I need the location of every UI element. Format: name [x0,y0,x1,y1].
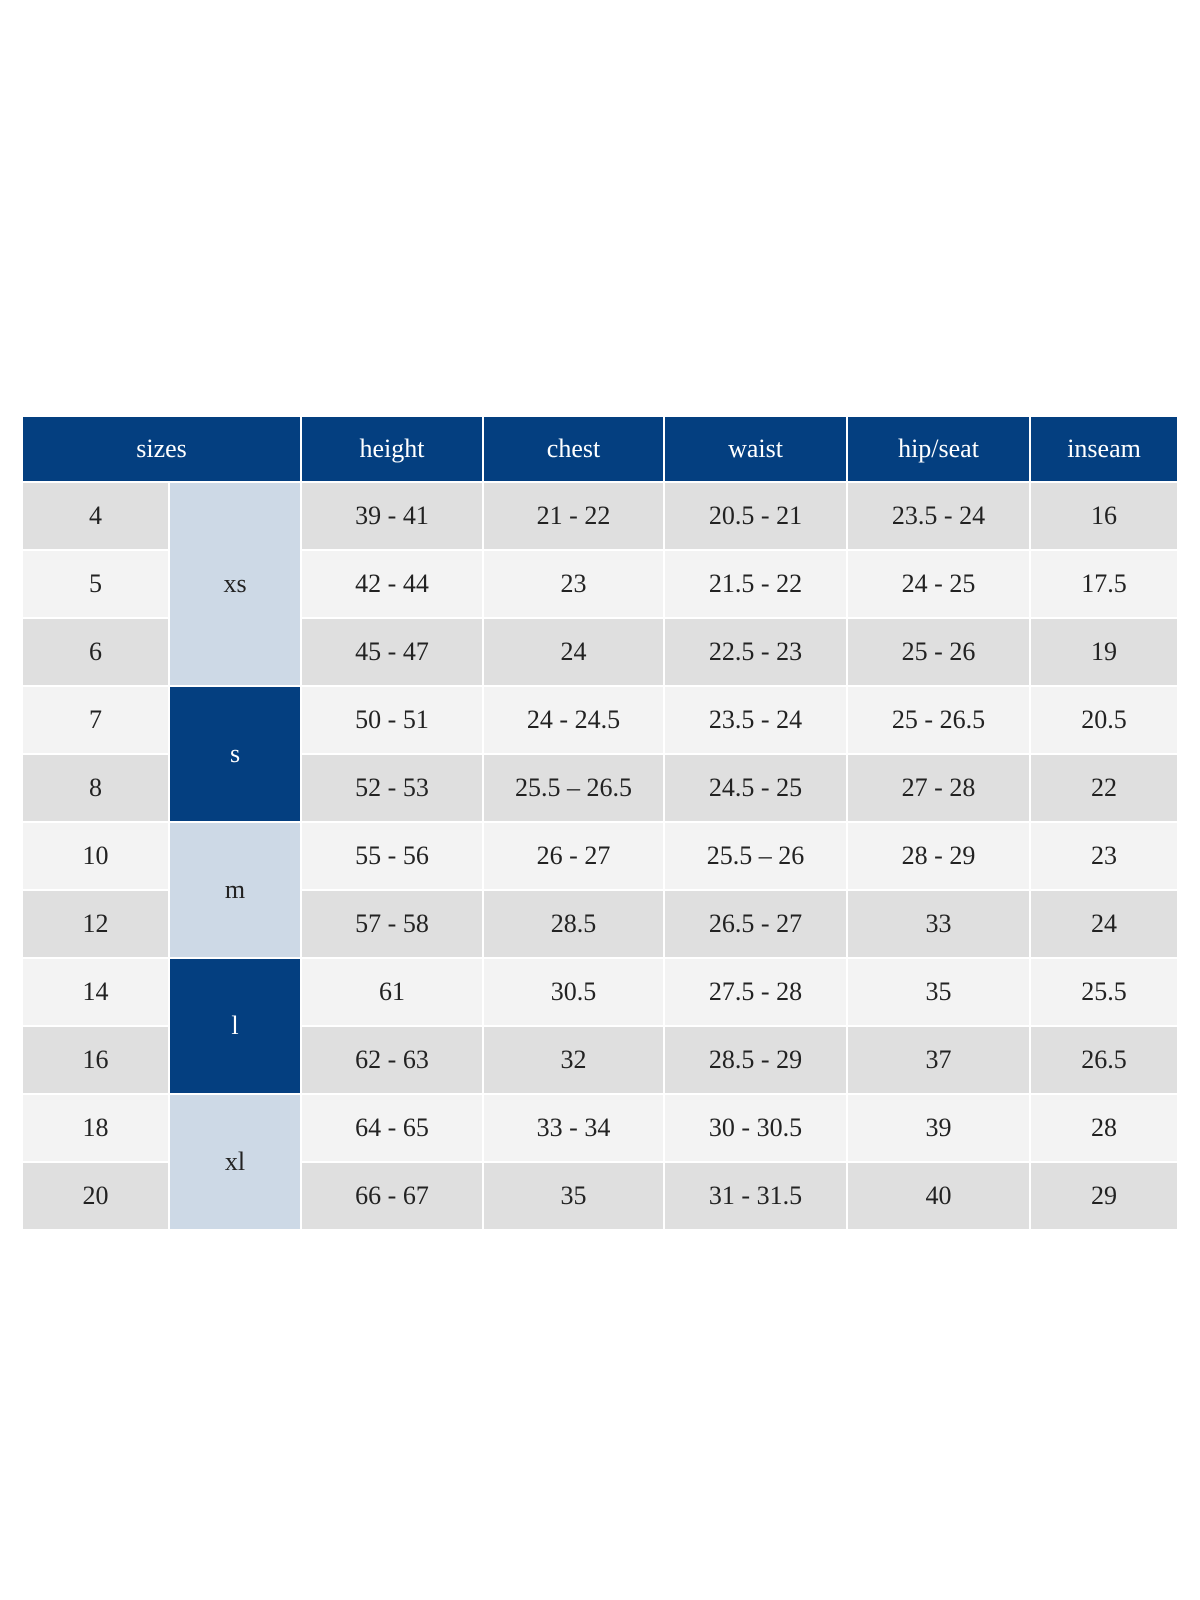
header-cell: waist [665,417,849,483]
measure-cell: 22.5 - 23 [665,619,849,687]
measure-cell: 35 [484,1163,666,1231]
header-row: sizes height chest waist hip/seat inseam [23,417,1178,483]
size-cell: 8 [23,755,170,823]
measure-cell: 66 - 67 [302,1163,485,1231]
size-row: 14 l 61 30.5 27.5 - 28 35 25.5 [23,959,1178,1095]
measure-cell: 27.5 - 28 [665,959,849,1027]
measure-cell: 37 [848,1027,1032,1095]
measure-cell: 64 - 65 [302,1095,485,1163]
measure-cell: 61 [302,959,485,1027]
measure-cell: 25.5 – 26.5 [484,755,666,823]
size-row: 12 57 - 58 28.5 26.5 - 27 33 24 [23,891,1178,959]
measure-cell: 50 - 51 [302,687,485,755]
size-row: 18 xl 64 - 65 33 - 34 30 - 30.5 39 28 [23,1095,1178,1231]
measure-cell: 23 [484,551,666,619]
measure-cell: 45 - 47 [302,619,485,687]
measure-cell: 21 - 22 [484,483,666,551]
measure-cell: 33 - 34 [484,1095,666,1163]
size-cell: 14 [23,959,170,1027]
measure-cell: 30 - 30.5 [665,1095,849,1163]
measure-cell: 31 - 31.5 [665,1163,849,1231]
measure-cell: 27 - 28 [848,755,1032,823]
size-row: 6 45 - 47 24 22.5 - 23 25 - 26 19 [23,619,1178,687]
header-cell: inseam [1031,417,1178,483]
measure-cell: 42 - 44 [302,551,485,619]
measure-cell: 23.5 - 24 [665,687,849,755]
header-cell: height [302,417,485,483]
measure-cell: 25.5 [1031,959,1178,1027]
measure-cell: 25.5 – 26 [665,823,849,891]
size-cell: 12 [23,891,170,959]
measure-cell: 24 [484,619,666,687]
size-row: 7 s 50 - 51 24 - 24.5 23.5 - 24 25 - 26.5 20.5 [23,687,1178,823]
measure-cell: 16 [1031,483,1178,551]
measure-cell: 26.5 - 27 [665,891,849,959]
group-cell: l [170,959,303,1095]
measure-cell: 25 - 26 [848,619,1032,687]
measure-cell: 24.5 - 25 [665,755,849,823]
measure-cell: 35 [848,959,1032,1027]
size-row: 10 m 55 - 56 26 - 27 25.5 – 26 28 - 29 23 [23,823,1178,959]
measure-cell: 24 - 25 [848,551,1032,619]
size-row: 5 42 - 44 23 21.5 - 22 24 - 25 17.5 [23,551,1178,619]
group-cell: xs [170,483,303,687]
size-chart-table: sizes height chest waist hip/seat inseam 4 xs 3… [23,417,1178,1231]
header-cell: chest [484,417,666,483]
size-cell: 16 [23,1027,170,1095]
header-cell: hip/seat [848,417,1032,483]
size-cell: 18 [23,1095,170,1163]
measure-cell: 23.5 - 24 [848,483,1032,551]
size-cell: 6 [23,619,170,687]
measure-cell: 52 - 53 [302,755,485,823]
measure-cell: 28 [1031,1095,1178,1163]
measure-cell: 28.5 [484,891,666,959]
measure-cell: 28 - 29 [848,823,1032,891]
measure-cell: 29 [1031,1163,1178,1231]
measure-cell: 22 [1031,755,1178,823]
group-cell: m [170,823,303,959]
measure-cell: 24 [1031,891,1178,959]
measure-cell: 26 - 27 [484,823,666,891]
header-cell: sizes [23,417,303,483]
measure-cell: 25 - 26.5 [848,687,1032,755]
size-row: 20 66 - 67 35 31 - 31.5 40 29 [23,1163,1178,1231]
measure-cell: 32 [484,1027,666,1095]
size-row: 8 52 - 53 25.5 – 26.5 24.5 - 25 27 - 28 22 [23,755,1178,823]
size-cell: 4 [23,483,170,551]
measure-cell: 19 [1031,619,1178,687]
size-row: 4 xs 39 - 41 21 - 22 20.5 - 21 23.5 - 24 16 [23,483,1178,687]
size-cell: 5 [23,551,170,619]
measure-cell: 20.5 [1031,687,1178,755]
size-cell: 20 [23,1163,170,1231]
size-cell: 7 [23,687,170,755]
group-cell: xl [170,1095,303,1231]
size-row: 16 62 - 63 32 28.5 - 29 37 26.5 [23,1027,1178,1095]
measure-cell: 23 [1031,823,1178,891]
measure-cell: 62 - 63 [302,1027,485,1095]
measure-cell: 39 [848,1095,1032,1163]
measure-cell: 20.5 - 21 [665,483,849,551]
measure-cell: 28.5 - 29 [665,1027,849,1095]
measure-cell: 26.5 [1031,1027,1178,1095]
measure-cell: 24 - 24.5 [484,687,666,755]
group-cell: s [170,687,303,823]
table-body: 4 xs 39 - 41 21 - 22 20.5 - 21 23.5 - 24 16 5 42… [23,483,1178,1231]
size-cell: 10 [23,823,170,891]
measure-cell: 30.5 [484,959,666,1027]
measure-cell: 21.5 - 22 [665,551,849,619]
measure-cell: 33 [848,891,1032,959]
measure-cell: 17.5 [1031,551,1178,619]
measure-cell: 39 - 41 [302,483,485,551]
measure-cell: 57 - 58 [302,891,485,959]
measure-cell: 55 - 56 [302,823,485,891]
measure-cell: 40 [848,1163,1032,1231]
